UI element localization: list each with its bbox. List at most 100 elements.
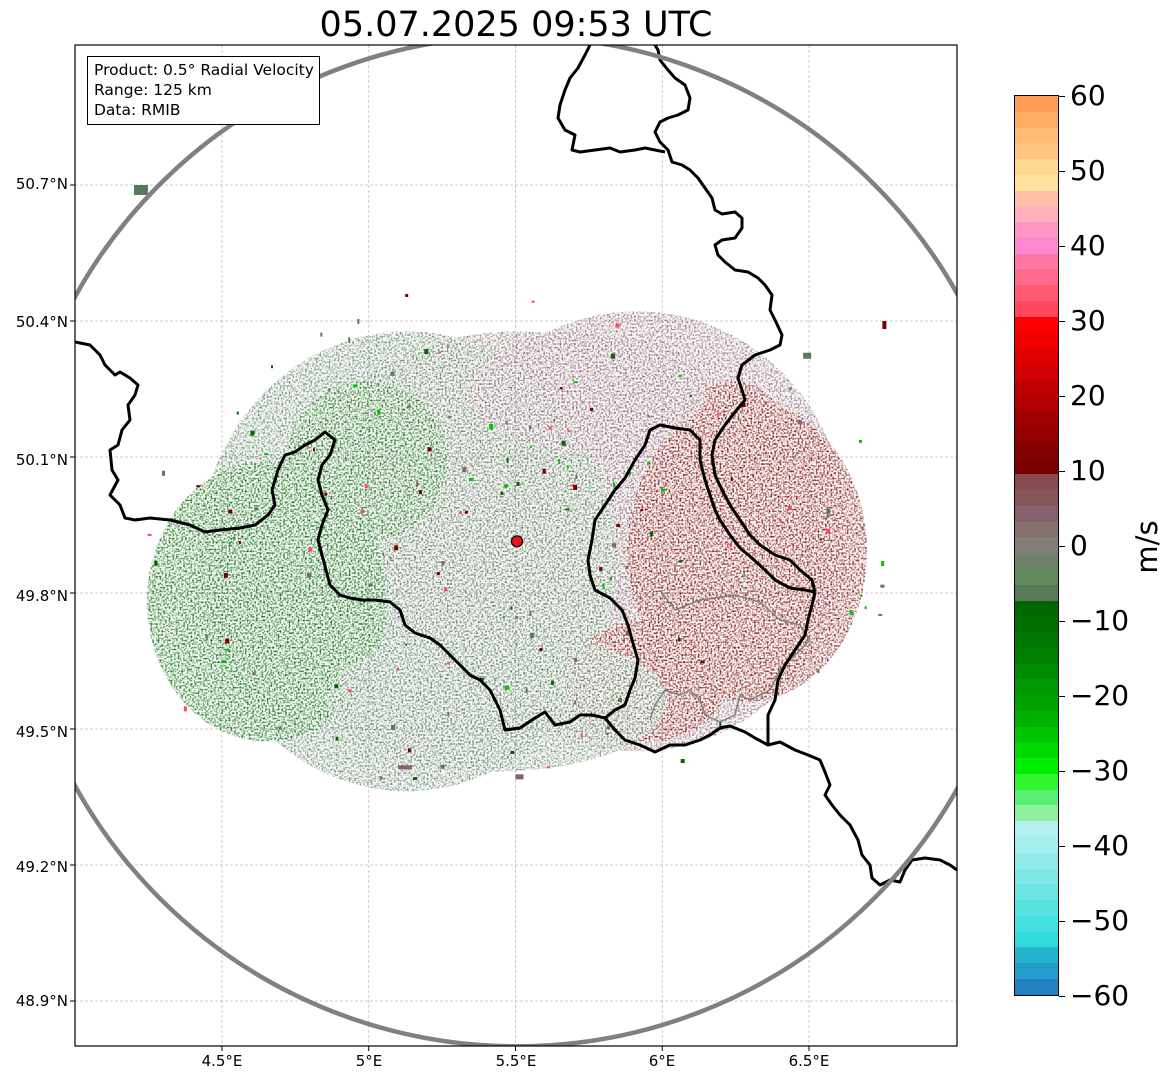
echo-speckle — [574, 658, 578, 662]
echo-speckle — [252, 672, 256, 676]
colorbar-segment — [1015, 96, 1058, 112]
colorbar-tick-label: −60 — [1070, 979, 1130, 1012]
border-luxembourg-germany — [766, 591, 957, 887]
echo-speckle — [364, 484, 368, 489]
colorbar-segment — [1015, 884, 1058, 901]
echo-speckle — [650, 531, 654, 537]
echo-speckle — [613, 482, 616, 488]
echo-speckle — [382, 552, 385, 556]
product-label: Product: 0.5° Radial Velocity — [94, 61, 314, 79]
echo-speckle — [226, 649, 231, 652]
echo-speckle — [278, 726, 282, 730]
echo-speckle — [377, 409, 381, 415]
echo-speckle — [413, 556, 416, 559]
echo-speckle — [516, 482, 520, 486]
colorbar-segment — [1015, 836, 1058, 853]
colorbar-segment — [1015, 442, 1058, 459]
colorbar-unit-label: m/s — [1130, 520, 1164, 574]
echo-speckle — [817, 669, 820, 674]
echo-speckle — [743, 574, 746, 577]
echo-speckle — [205, 635, 208, 640]
colorbar-tick — [1059, 546, 1065, 547]
colorbar-tick — [1059, 771, 1065, 772]
echo-speckle — [398, 765, 413, 770]
colorbar-segment — [1015, 364, 1058, 380]
echo-speckle — [502, 616, 505, 619]
colorbar-segment — [1015, 600, 1058, 617]
echo-speckle — [590, 407, 593, 411]
colorbar-segment — [1015, 474, 1058, 491]
echo-speckle — [618, 698, 622, 703]
echo-speckle — [797, 420, 802, 425]
echo-speckle — [419, 490, 422, 495]
echo-speckle — [308, 547, 313, 552]
echo-speckle — [820, 538, 823, 541]
radar-speckles — [133, 185, 887, 780]
echo-speckle — [803, 352, 812, 359]
colorbar-segment — [1015, 616, 1058, 633]
echo-speckle — [882, 321, 887, 329]
echo-speckle — [826, 528, 831, 534]
echo-speckle — [379, 776, 383, 780]
echo-speckle — [851, 490, 853, 493]
echo-speckle — [335, 736, 339, 741]
colorbar-segment — [1015, 174, 1058, 191]
map-title: 05.07.2025 09:53 UTC — [319, 5, 713, 45]
colorbar-segment — [1015, 348, 1058, 365]
echo-speckle — [730, 477, 733, 482]
echo-speckle — [580, 733, 583, 738]
echo-speckle — [741, 403, 746, 407]
echo-speckle — [515, 774, 524, 780]
echo-speckle — [250, 430, 255, 436]
colorbar-segment — [1015, 647, 1058, 664]
echo-speckle — [413, 777, 418, 780]
colorbar-segment — [1015, 111, 1058, 128]
echo-speckle — [551, 680, 554, 685]
echo-speckle — [717, 412, 720, 418]
colorbar-segment — [1015, 632, 1058, 648]
colorbar-tick-label: 10 — [1070, 454, 1106, 487]
velocity-colorbar — [1014, 95, 1059, 996]
colorbar-tick-label: 30 — [1070, 304, 1106, 337]
echo-speckle — [334, 684, 339, 689]
echo-speckle — [436, 572, 440, 575]
echo-speckle — [407, 748, 411, 753]
colorbar-segment — [1015, 379, 1058, 396]
colorbar-segment — [1015, 300, 1058, 317]
echo-speckle — [500, 491, 504, 495]
range-label: Range: 125 km — [94, 81, 212, 99]
echo-speckle — [394, 545, 399, 551]
echo-speckle — [574, 700, 577, 705]
echo-speckle — [306, 444, 309, 448]
colorbar-segment — [1015, 868, 1058, 885]
colorbar-tick — [1059, 846, 1065, 847]
echo-speckle — [529, 610, 532, 616]
echo-speckle — [447, 712, 450, 717]
echo-speckle — [525, 688, 528, 694]
echo-speckle — [573, 485, 578, 490]
echo-speckle — [647, 415, 650, 418]
colorbar-segment — [1015, 773, 1058, 790]
echo-speckle — [405, 294, 409, 297]
echo-speckle — [221, 660, 226, 664]
echo-speckle — [397, 667, 399, 671]
colorbar-segment — [1015, 821, 1058, 837]
lon-tick-label: 4.5°E — [201, 1052, 243, 1070]
country-borders — [75, 45, 957, 887]
colorbar-segment — [1015, 695, 1058, 711]
echo-speckle — [575, 474, 578, 479]
echo-speckle — [505, 420, 508, 425]
echo-speckle — [612, 543, 617, 548]
colorbar-segment — [1015, 900, 1058, 916]
colorbar-segment — [1015, 805, 1058, 822]
echo-speckle — [479, 677, 484, 681]
echo-speckle — [680, 759, 685, 763]
colorbar-tick-label: 20 — [1070, 379, 1106, 412]
echo-speckle — [444, 587, 448, 592]
echo-speckle — [849, 610, 853, 616]
colorbar-segment — [1015, 505, 1058, 522]
colorbar-segment — [1015, 710, 1058, 727]
echo-speckle — [678, 637, 681, 642]
echo-speckle — [605, 733, 609, 735]
echo-speckle — [469, 478, 474, 481]
